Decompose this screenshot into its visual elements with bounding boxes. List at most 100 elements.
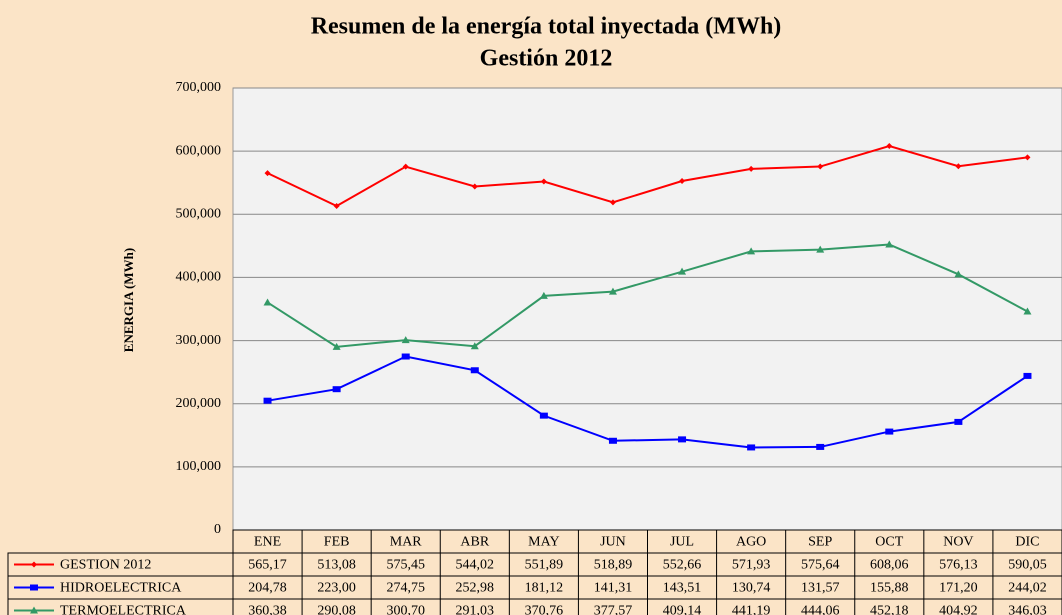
x-tick-label: ABR xyxy=(460,535,489,550)
marker xyxy=(678,267,687,275)
marker xyxy=(816,443,825,450)
table-value: 575,45 xyxy=(386,558,425,573)
table-value: 513,08 xyxy=(317,558,356,573)
table-value: 171,20 xyxy=(939,581,978,596)
x-tick-label: ENE xyxy=(254,535,281,550)
marker xyxy=(471,183,478,190)
table-value: 571,93 xyxy=(732,558,771,573)
line xyxy=(267,243,1028,348)
y-tick-label: 300,000 xyxy=(176,333,222,348)
legend-label: GESTION 2012 xyxy=(60,558,151,573)
table-value: 576,13 xyxy=(939,558,978,573)
x-tick-label: JUN xyxy=(600,535,626,550)
marker xyxy=(678,436,687,443)
marker xyxy=(540,178,547,185)
table-value: 409,14 xyxy=(663,604,702,615)
table-value: 518,89 xyxy=(594,558,633,573)
plot-area xyxy=(232,87,1062,531)
table-value: 360,38 xyxy=(248,604,287,615)
chart-title: Resumen de la energía total inyectada (M… xyxy=(311,14,782,40)
marker xyxy=(263,298,272,306)
table-value: 441,19 xyxy=(732,604,771,615)
marker xyxy=(264,170,271,177)
table-value: 590,05 xyxy=(1008,558,1047,573)
marker xyxy=(1024,154,1031,161)
marker xyxy=(817,163,824,170)
table-value: 544,02 xyxy=(456,558,495,573)
marker xyxy=(539,291,548,299)
table-value: 181,12 xyxy=(525,581,564,596)
table-value: 552,66 xyxy=(663,558,702,573)
table-value: 452,18 xyxy=(870,604,909,615)
chart-subtitle: Gestión 2012 xyxy=(480,46,613,72)
marker xyxy=(886,143,893,150)
legend-marker xyxy=(30,584,38,591)
table-value: 444,06 xyxy=(801,604,840,615)
marker xyxy=(401,353,410,360)
table-frame xyxy=(7,552,1062,615)
table-value: 223,00 xyxy=(317,581,356,596)
x-tick-label: DIC xyxy=(1015,535,1039,550)
line xyxy=(267,145,1028,208)
marker xyxy=(333,203,340,210)
table-value: 377,57 xyxy=(594,604,633,615)
marker xyxy=(539,412,548,419)
table-value: 130,74 xyxy=(732,581,771,596)
marker xyxy=(954,418,963,425)
table-value: 346,03 xyxy=(1008,604,1047,615)
x-tick-label: OCT xyxy=(875,535,903,550)
x-tick-label: NOV xyxy=(943,535,973,550)
x-tick-label: MAY xyxy=(528,535,559,550)
table-value: 143,51 xyxy=(663,581,702,596)
table-value: 290,08 xyxy=(317,604,356,615)
marker xyxy=(748,165,755,172)
legend-marker xyxy=(30,606,38,614)
y-tick-label: 100,000 xyxy=(176,459,222,474)
table-value: 608,06 xyxy=(870,558,909,573)
marker xyxy=(885,240,894,248)
marker xyxy=(470,367,479,374)
y-tick-label: 0 xyxy=(214,522,221,537)
marker xyxy=(401,336,410,344)
y-tick-label: 600,000 xyxy=(176,143,222,158)
table-value: 141,31 xyxy=(594,581,633,596)
y-tick-label: 400,000 xyxy=(176,270,222,285)
y-axis-title: ENERGIA (MWh) xyxy=(121,248,136,352)
marker xyxy=(955,163,962,170)
legend-marker xyxy=(31,561,37,568)
legend-label: HIDROELECTRICA xyxy=(60,581,182,596)
table-value: 575,64 xyxy=(801,558,840,573)
marker xyxy=(470,342,479,350)
marker xyxy=(816,245,825,253)
table-value: 565,17 xyxy=(248,558,287,573)
marker xyxy=(332,386,341,393)
y-tick-label: 500,000 xyxy=(176,207,222,222)
table-value: 300,70 xyxy=(386,604,425,615)
marker xyxy=(747,247,756,255)
table-value: 244,02 xyxy=(1008,581,1047,596)
marker xyxy=(608,287,617,295)
marker xyxy=(609,199,616,206)
marker xyxy=(1023,372,1032,379)
marker xyxy=(679,178,686,185)
table-value: 551,89 xyxy=(525,558,564,573)
x-tick-label: AGO xyxy=(736,535,766,550)
table-value: 291,03 xyxy=(456,604,495,615)
table-value: 404,92 xyxy=(939,604,978,615)
marker xyxy=(747,444,756,451)
x-tick-label: JUL xyxy=(670,535,694,550)
x-tick-label: SEP xyxy=(808,535,832,550)
table-value: 252,98 xyxy=(456,581,495,596)
table-value: 204,78 xyxy=(248,581,287,596)
x-tick-label: MAR xyxy=(390,535,423,550)
table-value: 274,75 xyxy=(386,581,425,596)
table-value: 155,88 xyxy=(870,581,909,596)
y-tick-label: 200,000 xyxy=(176,396,222,411)
table-value: 370,76 xyxy=(525,604,564,615)
marker xyxy=(332,342,341,350)
marker xyxy=(954,270,963,278)
line xyxy=(267,355,1029,449)
marker xyxy=(885,428,894,435)
x-tick-label: FEB xyxy=(324,535,350,550)
